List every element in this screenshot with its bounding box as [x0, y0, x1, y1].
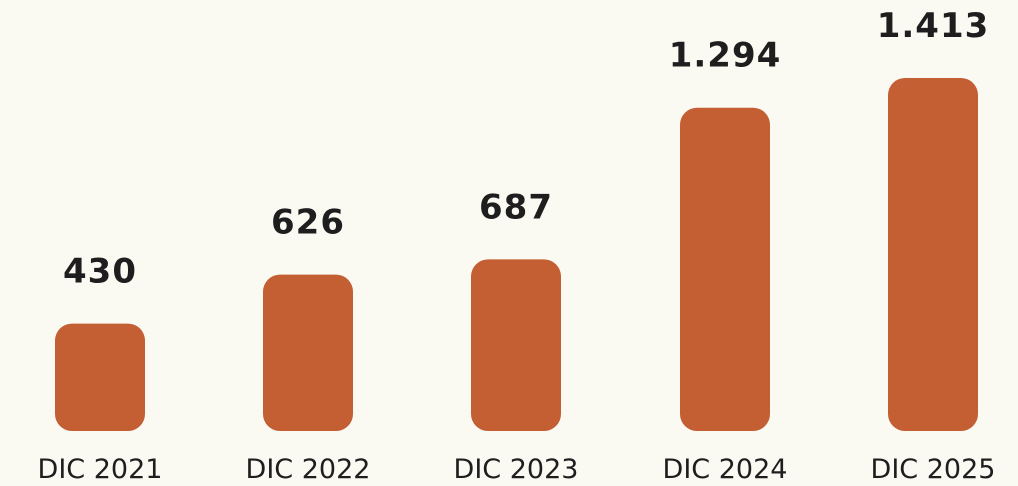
- bar-3: [471, 259, 561, 431]
- value-label-4: 1.294: [669, 36, 782, 76]
- category-label-1: DIC 2021: [38, 454, 163, 485]
- category-label-4: DIC 2024: [663, 454, 788, 485]
- bar-1: [55, 323, 145, 431]
- value-label-1: 430: [63, 252, 137, 292]
- value-label-3: 687: [479, 187, 553, 227]
- bar-2: [263, 274, 353, 431]
- category-label-2: DIC 2022: [246, 454, 371, 485]
- bar-5: [888, 78, 978, 431]
- bar-4: [680, 107, 770, 431]
- category-label-3: DIC 2023: [454, 454, 579, 485]
- category-label-5: DIC 2025: [871, 454, 996, 485]
- value-label-2: 626: [271, 203, 345, 243]
- value-label-5: 1.413: [877, 6, 990, 46]
